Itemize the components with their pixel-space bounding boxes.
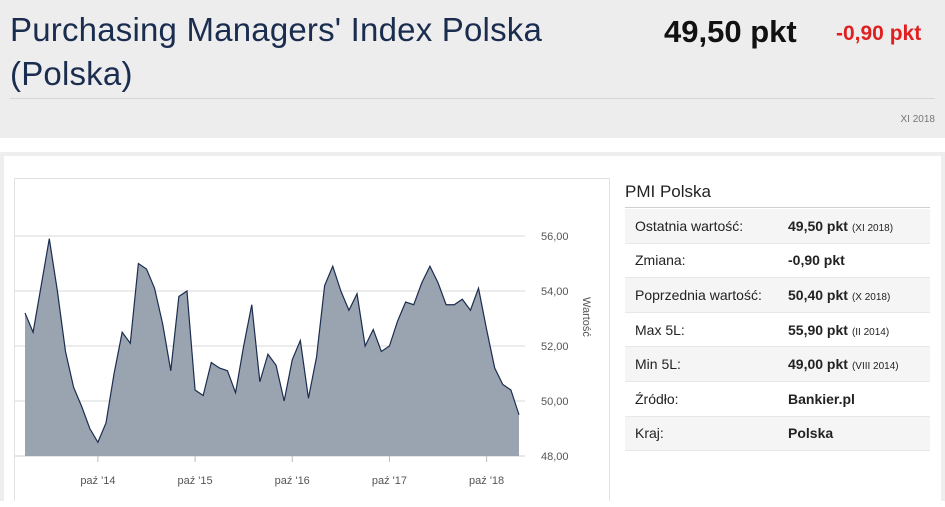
x-axis-ticks: paź '14 paź '15 paź '16 paź '17 paź '18	[80, 456, 504, 487]
content-panel	[0, 152, 945, 501]
header-divider	[10, 98, 935, 99]
x-tick-label: paź '16	[275, 475, 310, 487]
header-bar: Purchasing Managers' Index Polska (Polsk…	[0, 0, 945, 138]
stats-value: 55,90 pkt (II 2014)	[788, 321, 890, 338]
stats-row: Zmiana: -0,90 pkt	[625, 244, 930, 279]
stats-value: -0,90 pkt	[788, 252, 845, 269]
chart-container[interactable]: 56,00 54,00 52,00 50,00 48,00 paź '14 paź '15…	[14, 178, 610, 501]
stats-label: Ostatnia wartość:	[635, 217, 744, 234]
stats-value: 50,40 pkt (X 2018)	[788, 286, 891, 303]
stats-label: Max 5L:	[635, 321, 685, 338]
stats-row: Źródło: Bankier.pl	[625, 382, 930, 417]
stats-value: 49,50 pkt (XI 2018)	[788, 217, 894, 234]
stats-label: Kraj:	[635, 425, 664, 442]
y-tick-label: 48,00	[541, 451, 569, 463]
stats-value: Polska	[788, 425, 834, 442]
current-value: 49,50 pkt	[664, 14, 797, 49]
x-tick-label: paź '18	[469, 475, 504, 487]
stats-sub: (II 2014)	[851, 326, 890, 338]
pmi-chart[interactable]: 56,00 54,00 52,00 50,00 48,00 paź '14 paź '15…	[15, 179, 609, 502]
value-date: XI 2018	[900, 114, 935, 125]
stats-label: Min 5L:	[635, 356, 681, 373]
stats-row: Ostatnia wartość: 49,50 pkt (XI 2018)	[625, 209, 930, 244]
stats-row: Kraj: Polska	[625, 416, 930, 452]
stats-row: Min 5L: 49,00 pkt (VIII 2014)	[625, 347, 930, 382]
stats-label: Zmiana:	[635, 252, 686, 269]
y-axis-ticks: 56,00 54,00 52,00 50,00 48,00	[541, 231, 569, 463]
page-title: Purchasing Managers' Index Polska (Polsk…	[10, 11, 543, 92]
pmi-area	[25, 238, 519, 456]
stats-value: Bankier.pl	[788, 390, 855, 407]
value-change: -0,90 pkt	[836, 22, 922, 45]
y-axis-label: Wartość	[580, 297, 592, 337]
stats-table: Ostatnia wartość: 49,50 pkt (XI 2018) Zmia…	[625, 209, 930, 452]
x-tick-label: paź '14	[80, 475, 115, 487]
stats-label: Źródło:	[635, 390, 679, 407]
stats-sub: (VIII 2014)	[851, 361, 899, 373]
stats-label: Poprzednia wartość:	[635, 286, 762, 303]
y-tick-label: 54,00	[541, 286, 569, 298]
x-tick-label: paź '15	[177, 475, 212, 487]
x-tick-label: paź '17	[372, 475, 407, 487]
stats-row: Poprzednia wartość: 50,40 pkt (X 2018)	[625, 278, 930, 313]
stats-value: 49,00 pkt (VIII 2014)	[788, 356, 899, 373]
stats-title: PMI Polska	[625, 182, 711, 201]
stats-row: Max 5L: 55,90 pkt (II 2014)	[625, 313, 930, 348]
stats-divider	[625, 207, 930, 208]
y-tick-label: 56,00	[541, 231, 569, 243]
y-tick-label: 50,00	[541, 396, 569, 408]
y-tick-label: 52,00	[541, 341, 569, 353]
stats-sub: (XI 2018)	[851, 222, 894, 234]
pmi-series-line	[24, 238, 520, 444]
stats-sub: (X 2018)	[851, 291, 891, 303]
